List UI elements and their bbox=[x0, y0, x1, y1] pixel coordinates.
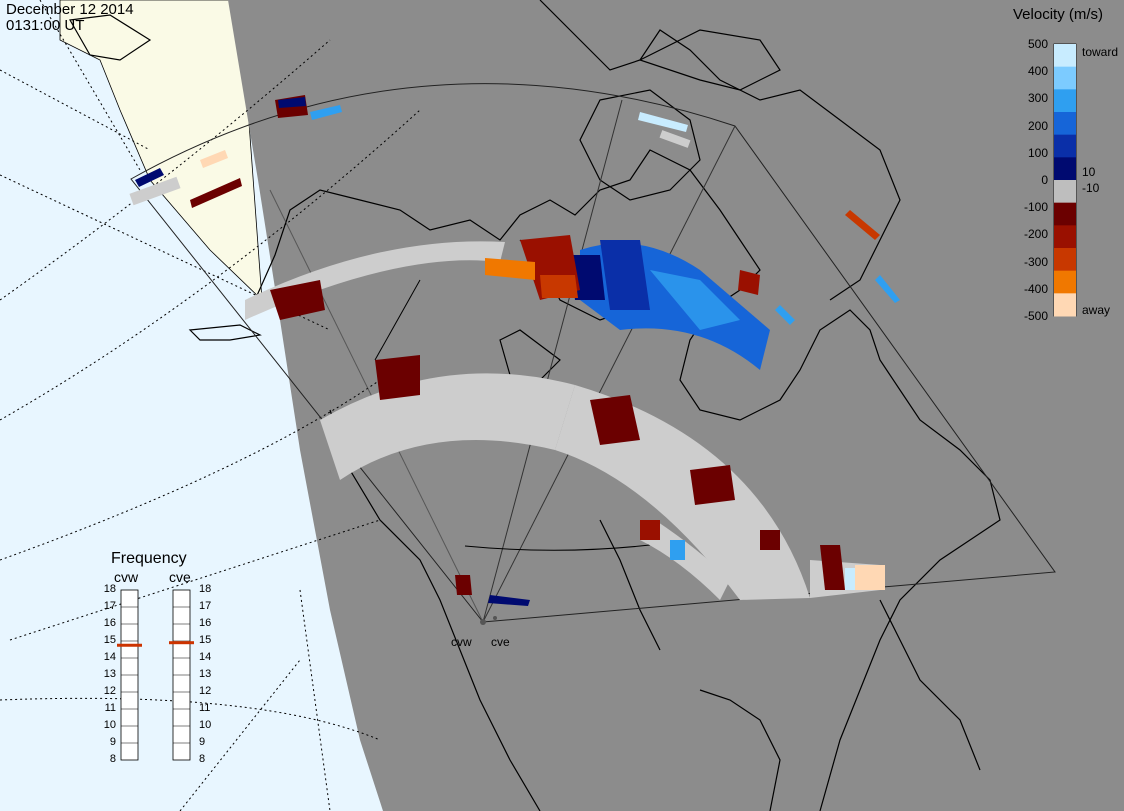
date-label: December 12 2014 bbox=[6, 1, 134, 18]
frequency-tick-label-cve: 10 bbox=[199, 719, 212, 731]
night-region bbox=[228, 0, 1124, 811]
frequency-radar-label-cvw: cvw bbox=[114, 569, 139, 585]
frequency-tick-label-cvw: 13 bbox=[103, 668, 116, 680]
colorbar-tick-10: 10 bbox=[1082, 165, 1096, 179]
frequency-marker-cvw bbox=[117, 643, 142, 647]
frequency-tick-label-cvw: 9 bbox=[109, 736, 116, 748]
radar-site-label-cvw: cvw bbox=[451, 635, 472, 649]
colorbar-tick-label: 300 bbox=[1027, 91, 1048, 106]
colorbar-toward-label: toward bbox=[1082, 45, 1119, 59]
colorbar-swatch bbox=[1054, 112, 1076, 136]
frequency-tick-label-cvw: 10 bbox=[103, 719, 116, 731]
colorbar-swatch bbox=[1054, 180, 1076, 204]
frequency-tick-label-cve: 12 bbox=[199, 685, 212, 697]
colorbar-swatch bbox=[1054, 134, 1076, 158]
frequency-tick-label-cvw: 16 bbox=[103, 617, 116, 629]
time-label: 0131:00 UT bbox=[6, 17, 85, 34]
colorbar-tick-label: 100 bbox=[1027, 145, 1048, 160]
colorbar-swatch bbox=[1054, 270, 1076, 294]
colorbar-swatch bbox=[1054, 225, 1076, 249]
frequency-title: Frequency bbox=[111, 550, 187, 567]
frequency-tick-label-cvw: 8 bbox=[109, 753, 116, 765]
frequency-radar-label-cve: cve bbox=[169, 569, 191, 585]
colorbar-tick-label: -100 bbox=[1023, 200, 1048, 215]
frequency-tick-label-cve: 14 bbox=[199, 651, 212, 663]
radar-site-label-cve: cve bbox=[491, 635, 510, 649]
colorbar-tick-label: 400 bbox=[1027, 64, 1048, 79]
colorbar-swatch bbox=[1054, 89, 1076, 113]
frequency-tick-label-cvw: 18 bbox=[103, 583, 116, 595]
frequency-tick-label-cve: 17 bbox=[199, 600, 212, 612]
colorbar-tick-label: -400 bbox=[1023, 281, 1048, 296]
frequency-tick-label-cve: 18 bbox=[199, 583, 212, 595]
frequency-tick-label-cve: 16 bbox=[199, 617, 212, 629]
frequency-tick-label-cve: 15 bbox=[199, 634, 212, 646]
colorbar-tick-neg10: -10 bbox=[1082, 181, 1100, 195]
frequency-tick-label-cve: 9 bbox=[199, 736, 206, 748]
frequency-tick-label-cve: 13 bbox=[199, 668, 212, 680]
colorbar-tick-label: -300 bbox=[1023, 254, 1048, 269]
frequency-marker-cve bbox=[169, 641, 194, 645]
colorbar-swatch bbox=[1054, 248, 1076, 272]
colorbar-swatch bbox=[1054, 157, 1076, 181]
velocity-colorbar bbox=[1053, 43, 1077, 317]
colorbar-tick-label: -200 bbox=[1023, 227, 1048, 242]
colorbar-swatch bbox=[1054, 293, 1076, 317]
radar-site-marker bbox=[480, 619, 486, 625]
frequency-tick-label-cvw: 14 bbox=[103, 651, 116, 663]
frequency-bars bbox=[117, 589, 194, 761]
frequency-tick-label-cvw: 12 bbox=[103, 685, 116, 697]
colorbar-tick-label: 0 bbox=[1041, 173, 1048, 187]
colorbar-title: Velocity (m/s) bbox=[1013, 6, 1104, 23]
coastlines bbox=[69, 0, 1001, 811]
velocity-patches bbox=[135, 95, 900, 606]
frequency-tick-label-cve: 11 bbox=[199, 702, 211, 714]
frequency-tick-label-cvw: 15 bbox=[103, 634, 116, 646]
colorbar-swatch bbox=[1054, 44, 1076, 68]
colorbar-swatch bbox=[1054, 66, 1076, 90]
frequency-tick-label-cve: 8 bbox=[199, 753, 206, 765]
colorbar-tick-label: 500 bbox=[1027, 37, 1048, 51]
radar-site-marker-cve bbox=[493, 616, 497, 620]
colorbar-tick-label: 200 bbox=[1027, 118, 1048, 133]
frequency-tick-label-cvw: 17 bbox=[103, 600, 116, 612]
frequency-tick-label-cvw: 11 bbox=[104, 702, 116, 714]
colorbar-away-label: away bbox=[1082, 303, 1111, 317]
colorbar-swatch bbox=[1054, 202, 1076, 226]
colorbar-tick-label: -500 bbox=[1023, 309, 1048, 323]
map-grid bbox=[0, 0, 421, 811]
